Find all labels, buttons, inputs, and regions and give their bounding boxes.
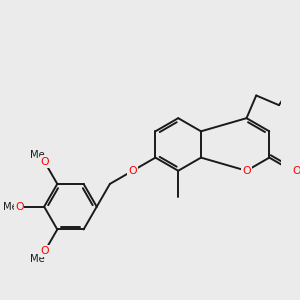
Text: Me: Me — [30, 254, 45, 264]
Text: Me: Me — [3, 202, 18, 212]
Text: O: O — [40, 246, 49, 256]
Text: O: O — [128, 166, 137, 176]
Text: O: O — [242, 166, 251, 176]
Text: O: O — [15, 202, 23, 212]
Text: O: O — [292, 166, 300, 176]
Text: O: O — [40, 157, 49, 167]
Text: Me: Me — [30, 150, 45, 160]
